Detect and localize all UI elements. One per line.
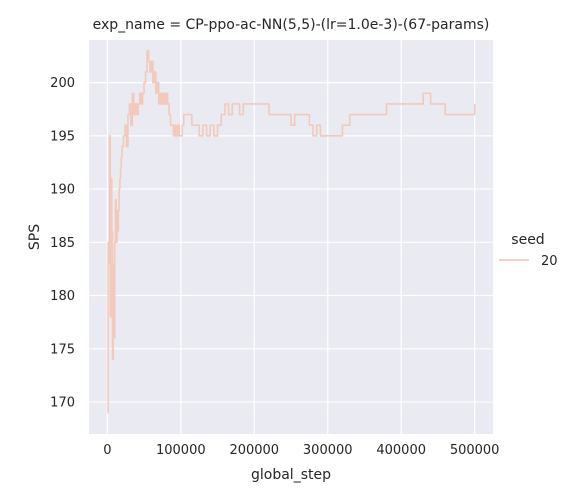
y-tick-label: 180: [50, 289, 75, 304]
plot-background: [89, 40, 493, 434]
x-tick-labels: 0 100000 200000 300000 400000 500000: [103, 443, 499, 458]
y-axis-label: SPS: [27, 224, 43, 250]
x-tick-label: 200000: [229, 443, 279, 458]
y-tick-label: 170: [50, 396, 75, 411]
series-line-20: [107, 49, 476, 414]
x-axis-label: global_step: [251, 467, 331, 483]
y-tick-label: 185: [50, 236, 75, 251]
y-tick-label: 190: [50, 183, 75, 198]
y-tick-label: 195: [50, 129, 75, 144]
chart-title: exp_name = CP-ppo-ac-NN(5,5)-(lr=1.0e-3)…: [93, 17, 490, 33]
y-tick-label: 200: [50, 76, 75, 91]
legend-entry-20: 20: [541, 254, 558, 269]
y-tick-label: 175: [50, 342, 75, 357]
x-tick-label: 100000: [156, 443, 206, 458]
legend-title: seed: [511, 232, 544, 248]
legend: seed 20: [499, 232, 558, 269]
x-tick-label: 300000: [303, 443, 353, 458]
x-tick-label: 0: [103, 443, 111, 458]
x-tick-label: 400000: [376, 443, 426, 458]
x-tick-label: 500000: [450, 443, 500, 458]
series-layer: [107, 49, 476, 414]
y-tick-labels: 170 175 180 185 190 195 200: [50, 76, 75, 410]
